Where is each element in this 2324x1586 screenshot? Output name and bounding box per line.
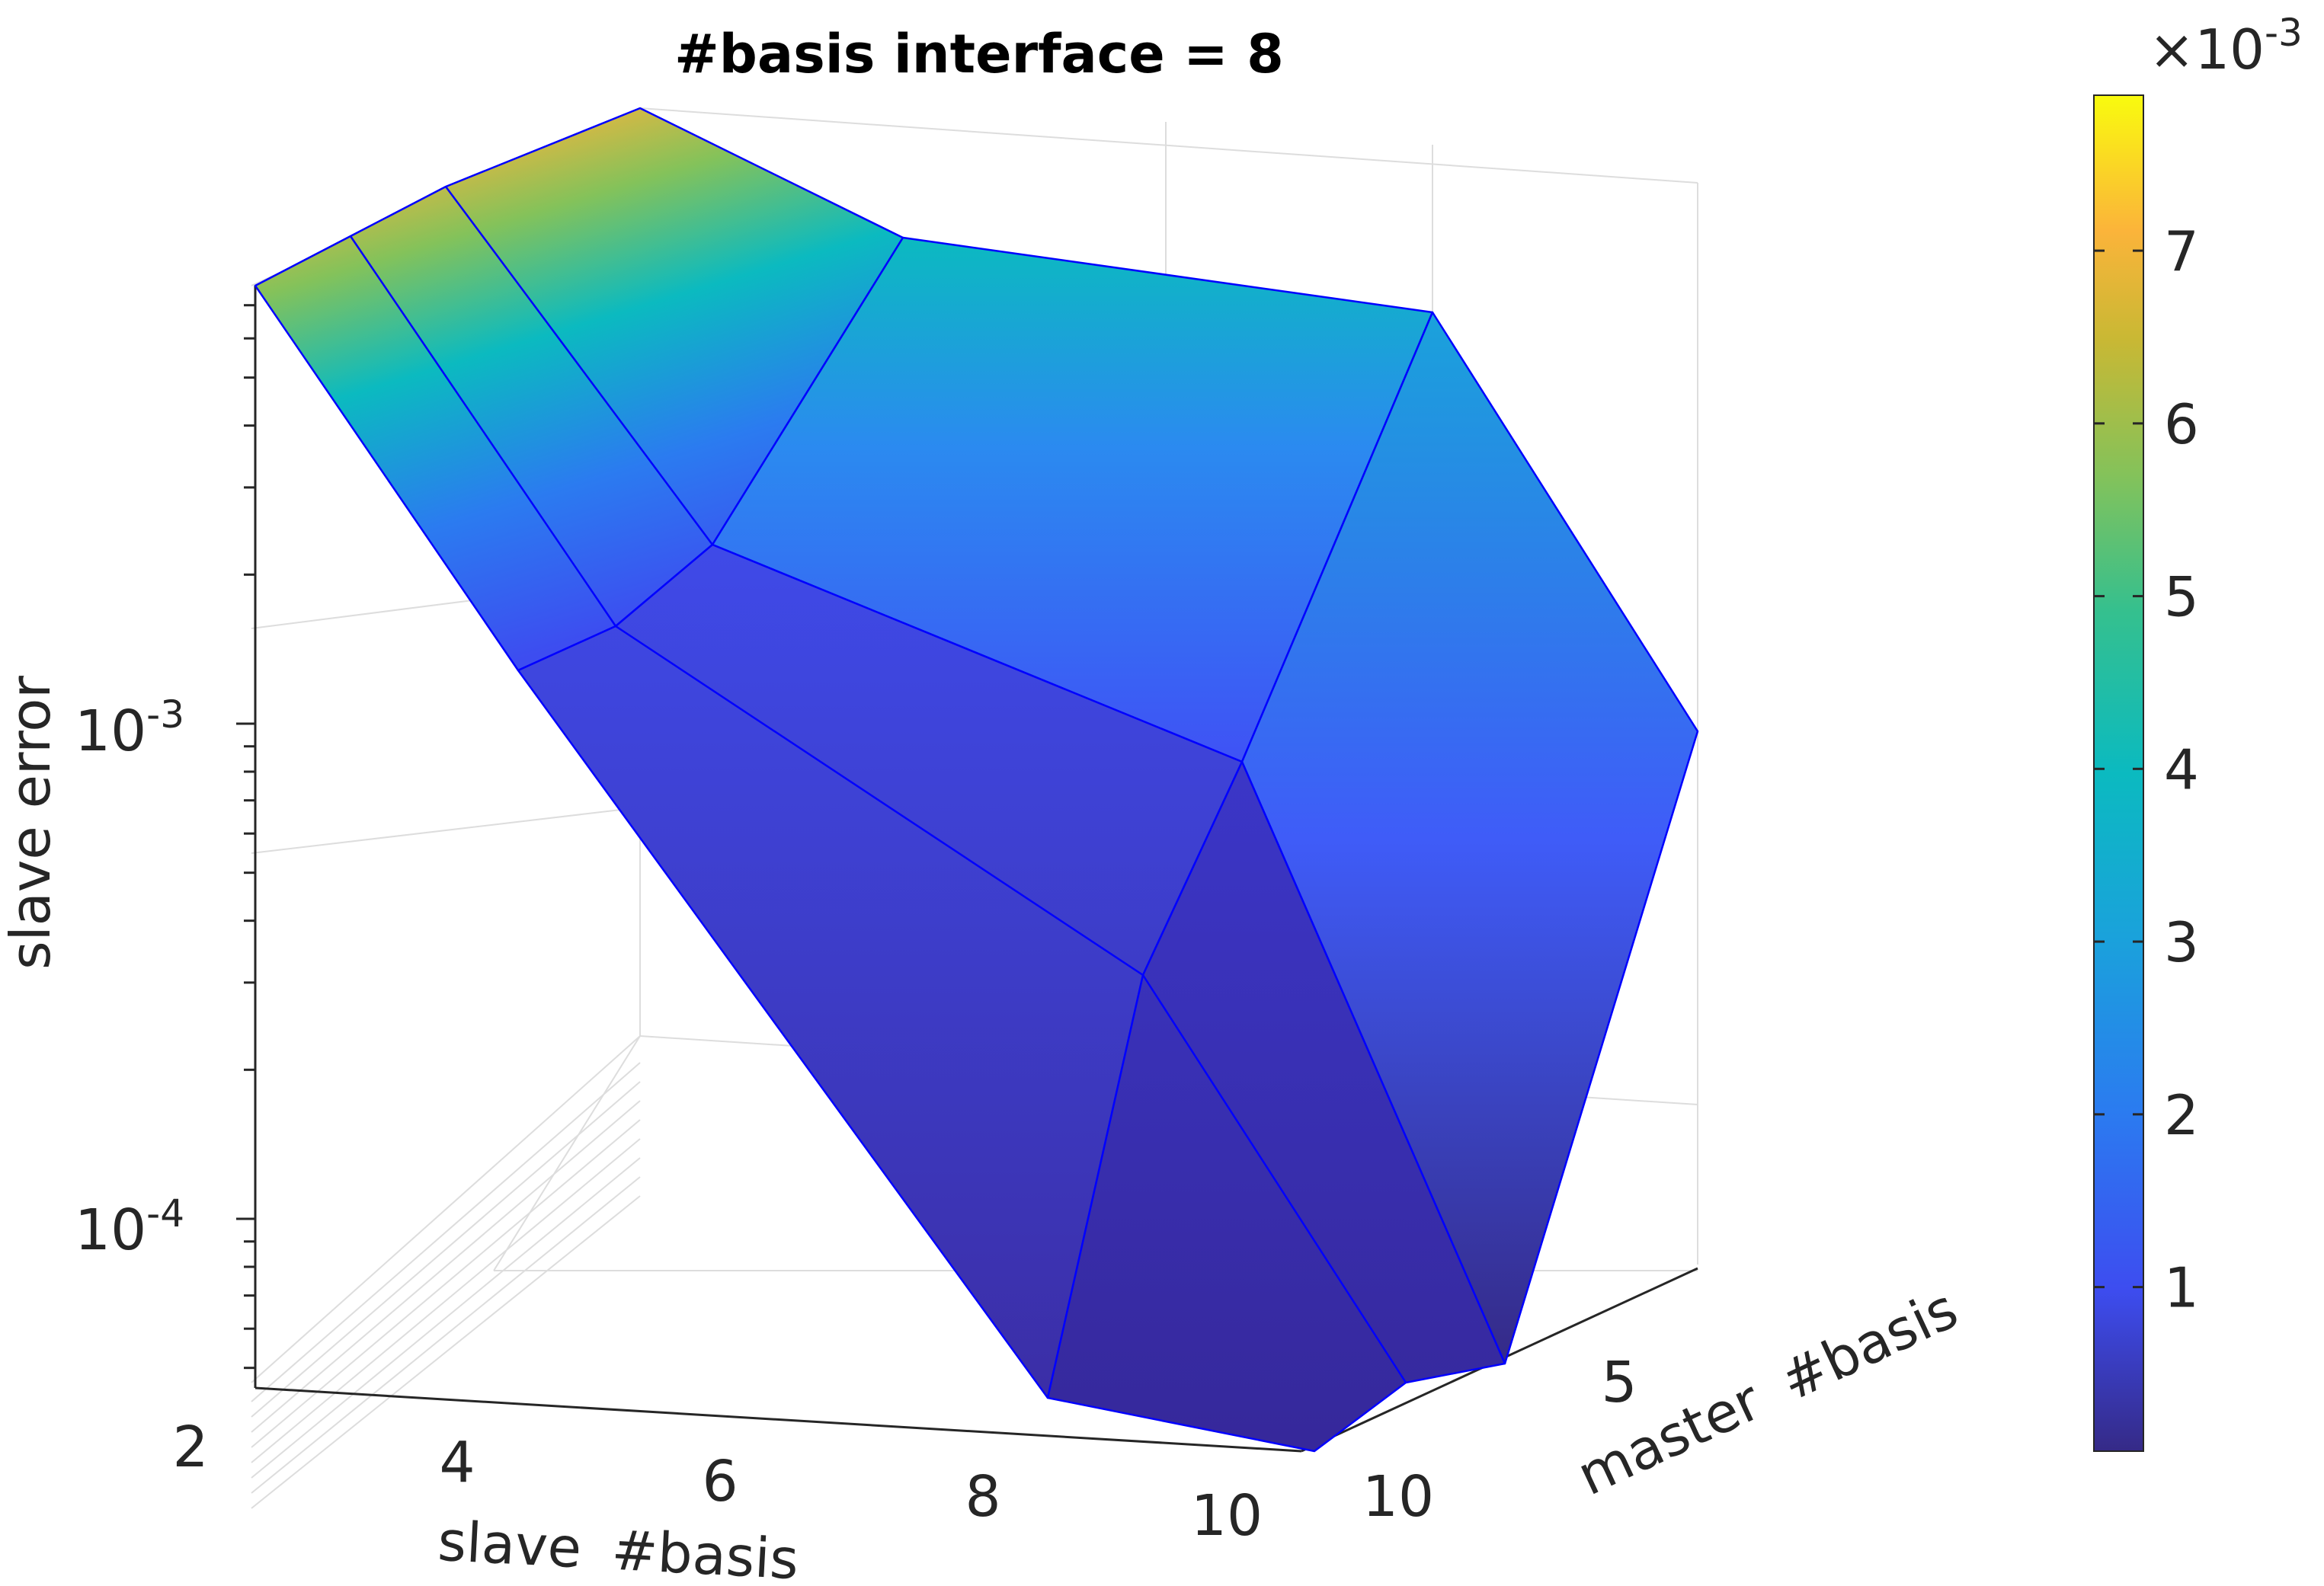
colorbar-tick-label: 1 — [2164, 1256, 2199, 1320]
x-tick-label: 2 — [172, 1415, 208, 1480]
x-axis-label: slave #basis — [437, 1509, 800, 1586]
y-tick-label: 5 — [1601, 1350, 1637, 1415]
colorbar-ticks: 1 2 3 4 5 6 7 — [2094, 219, 2199, 1320]
z-tick-label: 10-3 — [75, 692, 184, 764]
colorbar-tick-label: 4 — [2164, 737, 2199, 801]
x-tick-label: 6 — [702, 1449, 738, 1514]
chart-title: #basis interface = 8 — [674, 23, 1284, 85]
grid-lines — [251, 107, 1698, 1509]
colorbar-exponent: ×10-3 — [2149, 11, 2303, 82]
z-tick-labels: 10-3 10-4 — [75, 692, 184, 1263]
x-tick-label: 8 — [965, 1464, 1000, 1530]
z-axis-label: slave error — [0, 676, 62, 970]
colorbar-gradient — [2093, 94, 2144, 1452]
y-tick-label: 10 — [1362, 1464, 1434, 1530]
z-tick-label: 10-4 — [75, 1191, 184, 1263]
colorbar-tick-label: 3 — [2164, 910, 2199, 974]
colorbar-tick-label: 2 — [2164, 1083, 2199, 1147]
x-tick-label: 4 — [439, 1430, 475, 1495]
x-tick-labels: 2 4 6 8 10 — [172, 1415, 1263, 1549]
z-tick-marks — [236, 304, 255, 1370]
colorbar-tick-label: 5 — [2164, 565, 2199, 629]
y-tick-labels: 5 10 — [1362, 1350, 1637, 1530]
colorbar-tick-label: 6 — [2164, 392, 2199, 456]
colorbar-tick-label: 7 — [2164, 219, 2199, 283]
x-tick-label: 10 — [1191, 1483, 1263, 1549]
surface — [254, 107, 1699, 1453]
colorbar: 1 2 3 4 5 6 7 ×10-3 — [2093, 11, 2303, 1452]
